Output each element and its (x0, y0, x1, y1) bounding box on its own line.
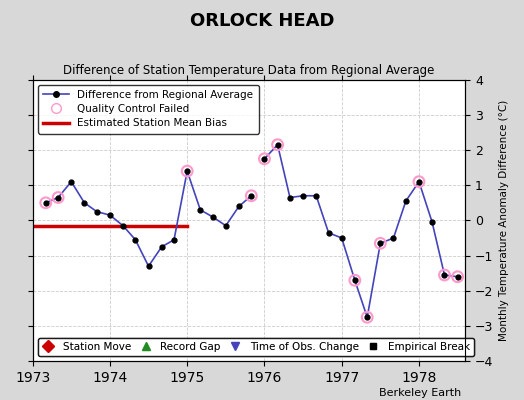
Text: ORLOCK HEAD: ORLOCK HEAD (190, 12, 334, 30)
Point (453, 274, 462, 280)
Point (183, 168, 191, 174)
Point (247, 192, 256, 199)
Point (376, 240, 385, 246)
Point (363, 314, 372, 320)
Legend: Station Move, Record Gap, Time of Obs. Change, Empirical Break: Station Move, Record Gap, Time of Obs. C… (38, 338, 474, 356)
Point (274, 142, 282, 148)
Point (415, 178, 423, 185)
Point (351, 277, 359, 284)
Title: Difference of Station Temperature Data from Regional Average: Difference of Station Temperature Data f… (63, 64, 435, 77)
Point (260, 156, 269, 162)
Point (440, 272, 449, 278)
Point (54, 194, 62, 201)
Point (41, 200, 50, 206)
Text: Berkeley Earth: Berkeley Earth (379, 388, 461, 398)
Y-axis label: Monthly Temperature Anomaly Difference (°C): Monthly Temperature Anomaly Difference (… (499, 100, 509, 341)
